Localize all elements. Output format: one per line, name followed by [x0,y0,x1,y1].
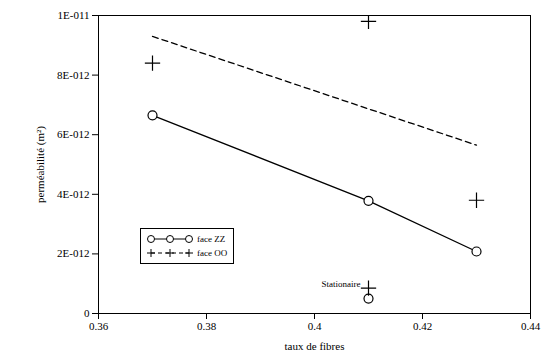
svg-text:0.38: 0.38 [197,320,217,332]
svg-text:taux de fibres: taux de fibres [285,340,345,352]
svg-text:4E-012: 4E-012 [57,188,89,200]
svg-text:0.44: 0.44 [521,320,541,332]
svg-text:Stationaire: Stationaire [322,279,361,289]
svg-text:0: 0 [84,307,90,319]
svg-text:6E-012: 6E-012 [57,128,89,140]
svg-text:0.4: 0.4 [308,320,322,332]
html-text:face OO: face OO [197,248,228,258]
svg-text:perméabilité (m²): perméabilité (m²) [34,126,47,203]
html-text:face ZZ: face ZZ [197,234,226,244]
svg-text:2E-012: 2E-012 [57,247,89,259]
svg-text:1E-011: 1E-011 [58,9,90,21]
svg-text:0.36: 0.36 [89,320,109,332]
svg-text:8E-012: 8E-012 [57,69,89,81]
svg-text:0.42: 0.42 [413,320,432,332]
